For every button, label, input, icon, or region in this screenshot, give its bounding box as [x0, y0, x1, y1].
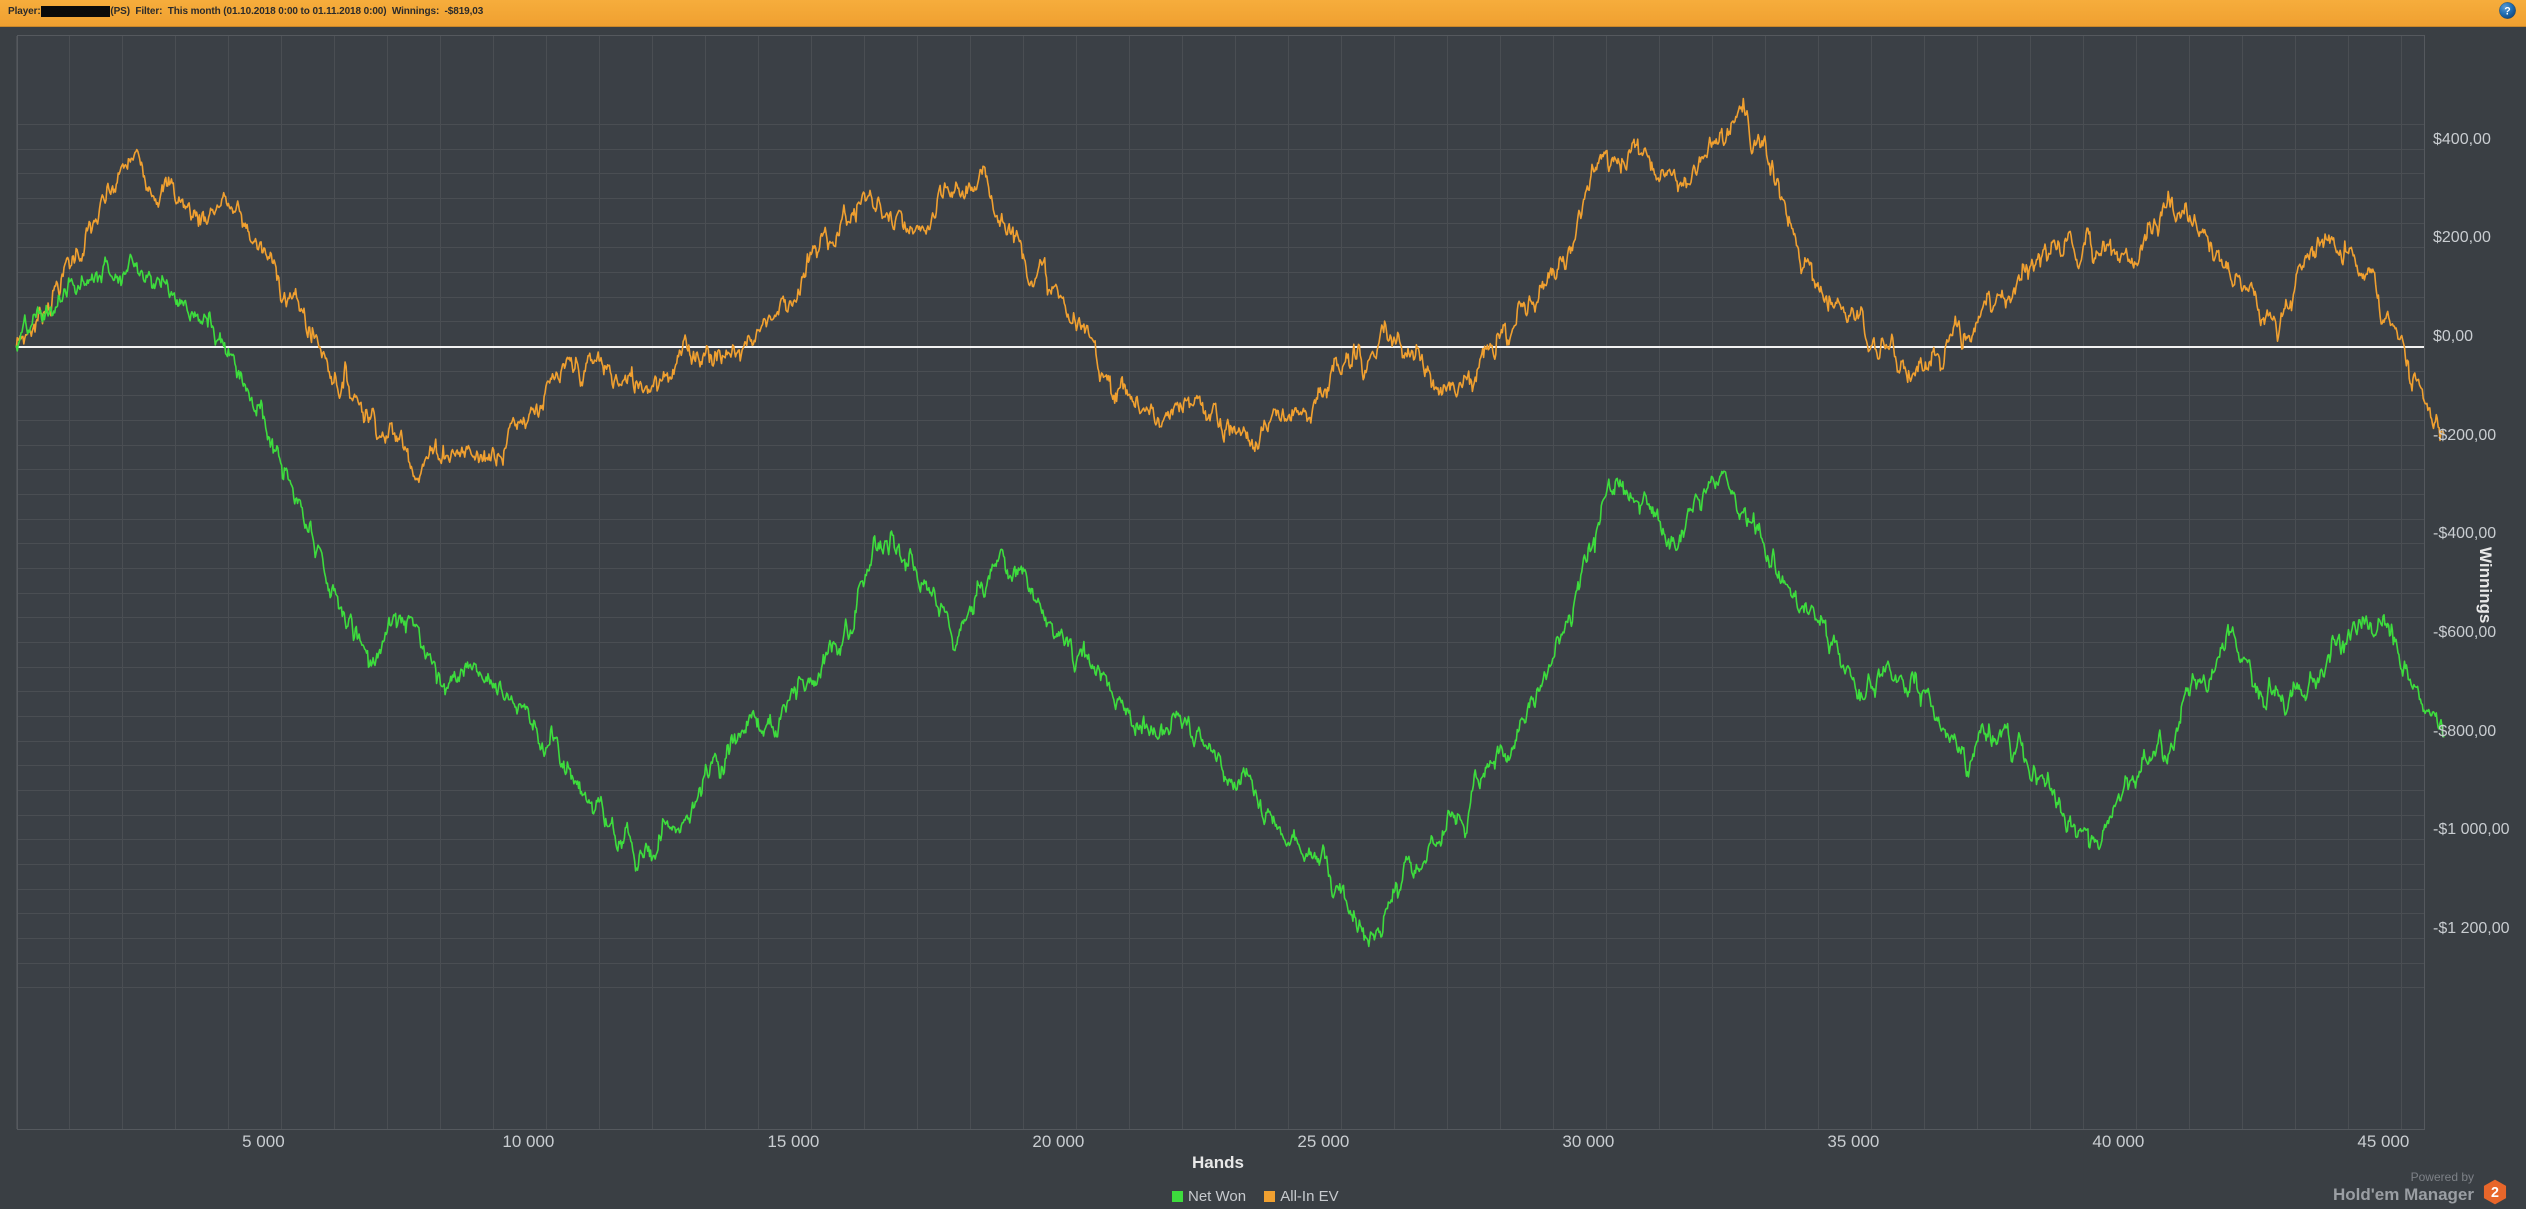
svg-text:2: 2 [2491, 1185, 2499, 1201]
svg-text:?: ? [2504, 5, 2510, 17]
